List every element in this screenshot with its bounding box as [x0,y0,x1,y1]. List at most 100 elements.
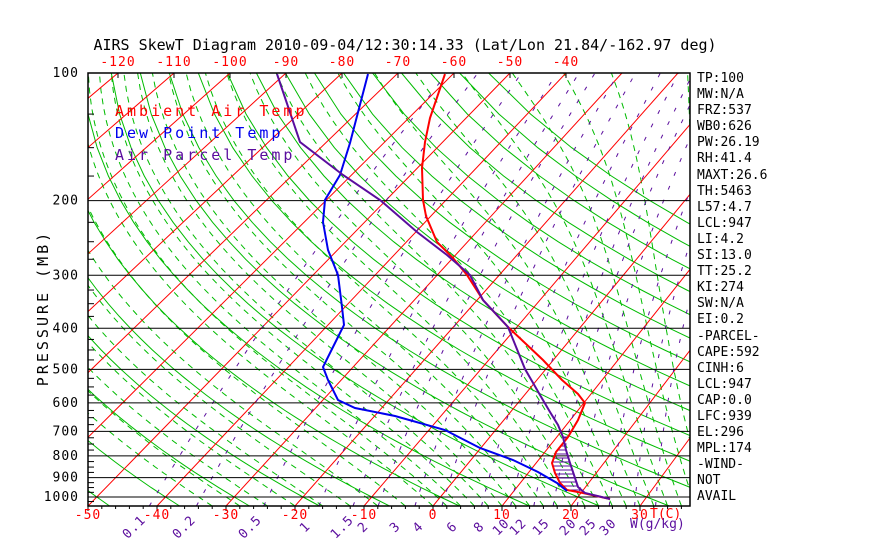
top-temp-label: -80 [329,55,355,70]
mixing-ratio-line [263,73,522,506]
moist-adiabat-line [226,73,572,506]
bottom-temp-label: 10 [493,508,511,523]
isotherm-line [88,73,175,149]
moist-adiabat-line [88,249,379,506]
stats-line: SI:13.0 [697,248,752,264]
dry-adiabat-line [313,73,690,363]
stats-line: KI:274 [697,280,744,296]
stats-line: LI:4.2 [697,231,744,247]
moist-adiabat-line [374,73,641,506]
mixing-ratio-label: 15 [530,516,553,539]
stats-line: CAP:0.0 [697,392,752,408]
moist-adiabat-line [137,73,503,506]
dry-adiabat-line [488,73,690,225]
dry-adiabat-line [372,73,690,316]
mixing-ratio-line [195,73,479,506]
moist-adiabat-line [88,314,323,506]
pressure-tick-label: 300 [53,268,79,283]
stats-line: L57:4.7 [697,199,752,215]
dry-adiabat-line [88,490,110,506]
mixing-ratio-line [655,296,690,506]
stats-line: CINH:6 [697,360,744,376]
bottom-temp-label: -40 [144,508,170,523]
dry-adiabat-line [459,73,690,247]
bottom-temp-label: -30 [213,508,239,523]
legend-air-parcel-temp: Air Parcel Temp [115,146,296,164]
isotherm-line [432,193,690,506]
mixing-ratio-line [533,78,690,506]
moist-adiabat-line [88,73,448,506]
pressure-tick-label: 600 [53,396,79,411]
mixing-ratio-label: 30 [597,516,620,539]
dry-adiabat-line [343,73,690,339]
moist-adiabat-line [110,73,475,506]
bottom-temp-label: -20 [282,508,308,523]
stats-line: FRZ:537 [697,103,752,119]
stats-line: PW:26.19 [697,135,760,151]
curves-layer [276,73,611,500]
mixing-ratio-label: 1 [297,519,314,536]
dry-adiabat-line [226,73,690,437]
stats-line: NOT [697,473,721,489]
bottom-temp-label: -10 [351,508,377,523]
dry-adiabat-line [88,110,530,506]
isotherm-line [570,349,690,506]
isotherm-line [88,73,231,200]
moist-adiabat-line [511,73,682,506]
dew_point_temp-curve [321,73,568,492]
isotherm-line [501,268,690,506]
moist-adiabat-line [563,73,690,493]
isotherm-line [88,73,119,99]
isotherm-line [88,73,455,439]
isotherm-line [225,73,623,506]
cape-hatch-area [551,436,587,494]
moist-adiabat-line [793,73,820,506]
stats-line: CAPE:592 [697,344,760,360]
moist-adiabat-line [415,73,655,506]
bottom-temp-label: 0 [429,508,438,523]
moist-adiabat-line [185,73,544,506]
dry-adiabat-line [110,73,600,506]
top-temp-label: -70 [385,55,411,70]
stats-line: LFC:939 [697,408,752,424]
isotherm-line [88,73,399,374]
mixing-unit-label: W(g/kg) [630,517,685,532]
legend: Ambient Air Temp Dew Point Temp Air Parc… [115,100,308,166]
moist-adiabat-line [337,73,627,506]
dry-adiabat-line [401,73,690,293]
stats-line: EI:0.2 [697,312,744,328]
mixing-ratio-line [481,73,661,506]
isotherm-line [88,73,343,313]
mixing-ratio-label: 0.5 [236,513,265,542]
moist-adiabat-line [123,73,489,506]
mixing-ratio-line [510,73,680,506]
top-temp-label: -60 [441,55,467,70]
moist-adiabat-line [168,73,531,506]
moist-adiabat-line [88,141,434,506]
pressure-tick-label: 900 [53,471,79,486]
stats-line: MPL:174 [697,441,752,457]
stats-line: TP:100 [697,71,744,86]
stats-line: MAXT:26.6 [697,167,768,183]
mixing-ratio-line [608,190,690,506]
ambient_air_temp-curve [420,73,611,500]
plot-frame [87,72,691,507]
pressure-axis-label: PRESSURE (MB) [34,229,52,387]
mixing-ratio-label: 6 [444,519,461,536]
top-temp-label: -90 [273,55,299,70]
isotherm-line [0,73,62,506]
bottom-temp-label: -50 [75,508,101,523]
isotherm-line [88,73,287,255]
top-temp-label: -50 [497,55,523,70]
top-temp-label: -40 [553,55,579,70]
bottom-temp-label: 30 [631,508,649,523]
moist-adiabat-line [151,73,517,506]
legend-ambient-air-temp: Ambient Air Temp [115,102,308,120]
mixing-ratio-label: 4 [410,519,427,536]
mixing-ratio-line [441,73,636,506]
moist-adiabat-line [98,73,461,506]
stats-line: AVAIL [697,489,737,505]
isotherm-line [294,73,679,506]
moist-adiabat-line [88,205,406,506]
dry-adiabat-line [88,334,320,506]
